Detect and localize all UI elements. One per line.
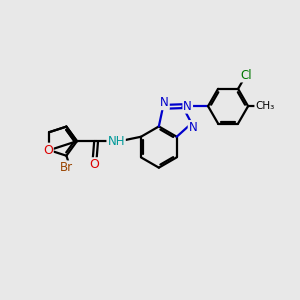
Text: N: N: [189, 121, 197, 134]
Text: N: N: [160, 96, 169, 109]
Text: NH: NH: [107, 135, 125, 148]
Text: Cl: Cl: [240, 68, 252, 82]
Text: CH₃: CH₃: [255, 100, 274, 111]
Text: O: O: [43, 144, 53, 157]
Text: O: O: [90, 158, 100, 171]
Text: N: N: [183, 100, 192, 113]
Text: Br: Br: [60, 161, 74, 174]
